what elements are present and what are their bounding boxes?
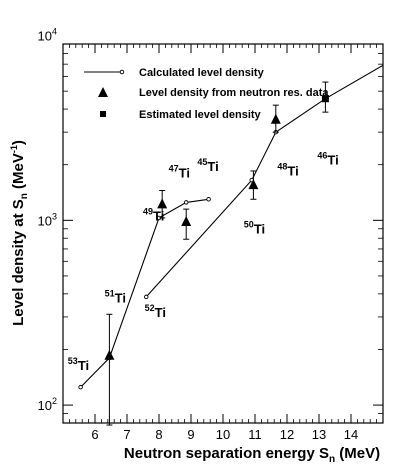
y-axis-title: Level density at Sn (MeV-1) [9,140,30,326]
x-tick-label: 13 [312,427,326,442]
legend: Calculated level density Level density f… [84,67,329,121]
nuclide-label-ti51: 51Ti [105,288,126,305]
x-tick-label: 9 [187,427,194,442]
x-tick-label: 10 [216,427,230,442]
calculated-line-segment [80,198,209,388]
y-axis-title-sub: n [19,193,30,199]
x-tick-label: 12 [280,427,294,442]
nuclide-symbol: Ti [115,290,126,305]
calculated-line-segment [145,64,384,298]
nuclide-mass-number: 53 [68,356,78,366]
neutron-res-point [104,349,115,360]
nuclide-mass-number: 45 [197,157,207,167]
estimated-point [321,95,329,103]
nuclide-mass-number: 49 [143,206,153,216]
legend-marker-neutron-res [98,87,108,97]
y-tick-label-exponent: 2 [52,396,57,406]
neutron-res-point [270,113,281,124]
plot-frame [62,43,384,424]
x-axis-title: Neutron separation energy Sn (MeV) [124,445,380,465]
nuclide-mass-number: 47 [169,164,179,174]
nuclide-label-ti47: 47Ti [169,164,190,181]
nuclide-label-ti52: 52Ti [145,303,166,320]
nuclide-mass-number: 50 [244,219,254,229]
nuclide-symbol: Ti [327,153,338,168]
x-tick-label: 8 [155,427,162,442]
nuclide-mass-number: 52 [145,303,155,313]
y-tick-label-exponent: 3 [52,211,57,221]
series-markers [78,81,329,426]
calculated-point [206,197,211,202]
nuclide-mass-number: 46 [317,151,327,161]
y-axis-title-unit-close: ) [10,140,27,145]
nuclide-label-ti48: 48Ti [277,161,298,178]
y-axis-title-unit: (MeV [10,153,27,193]
nuclide-symbol: Ti [153,208,164,223]
nuclide-label-ti46: 46Ti [317,151,338,168]
nuclide-label-ti53: 53Ti [68,356,89,373]
legend-label-neutron-res: Level density from neutron res. data [139,87,329,99]
y-tick-label-base: 10 [38,29,52,44]
nuclide-symbol: Ti [254,221,265,236]
neutron-res-point [181,215,192,226]
calculated-point [183,200,189,205]
y-tick-label-exponent: 4 [52,27,57,37]
y-axis-title-main: Level density at S [10,199,27,326]
x-tick-label: 7 [123,427,130,442]
legend-label-estimated: Estimated level density [139,109,262,121]
calculated-point [78,384,83,390]
nuclide-mass-number: 51 [105,288,115,298]
legend-label-calculated: Calculated level density [139,67,265,79]
x-tick-label: 14 [344,427,358,442]
legend-marker-estimated [100,111,106,117]
y-tick-label: 104 [38,27,57,44]
nuclide-mass-number: 48 [277,161,287,171]
x-axis-title-unit: (MeV) [335,445,380,462]
nuclide-label-ti50: 50Ti [244,219,265,236]
y-tick-label: 102 [38,396,57,413]
x-tick-label: 11 [248,427,262,442]
nuclide-symbol: Ti [78,358,89,373]
neutron-res-point [248,179,259,190]
y-tick-label: 103 [38,211,57,228]
nuclide-label-ti45: 45Ti [197,157,218,174]
calculated-point [143,294,149,300]
nuclide-label-ti49: 49Ti [143,206,164,223]
nuclide-symbol: Ti [287,163,298,178]
legend-marker-calculated [119,69,125,75]
x-axis-title-sub: n [329,454,335,465]
x-tick-label: 6 [91,427,98,442]
x-axis-title-main: Neutron separation energy S [124,445,329,462]
y-tick-label-base: 10 [38,213,52,228]
y-tick-label-base: 10 [38,398,52,413]
nuclide-symbol: Ti [155,305,166,320]
neutron-res-point [157,198,168,209]
nuclide-symbol: Ti [207,159,218,174]
nuclide-symbol: Ti [179,166,190,181]
y-axis-title-unit-sup: -1 [9,145,19,153]
